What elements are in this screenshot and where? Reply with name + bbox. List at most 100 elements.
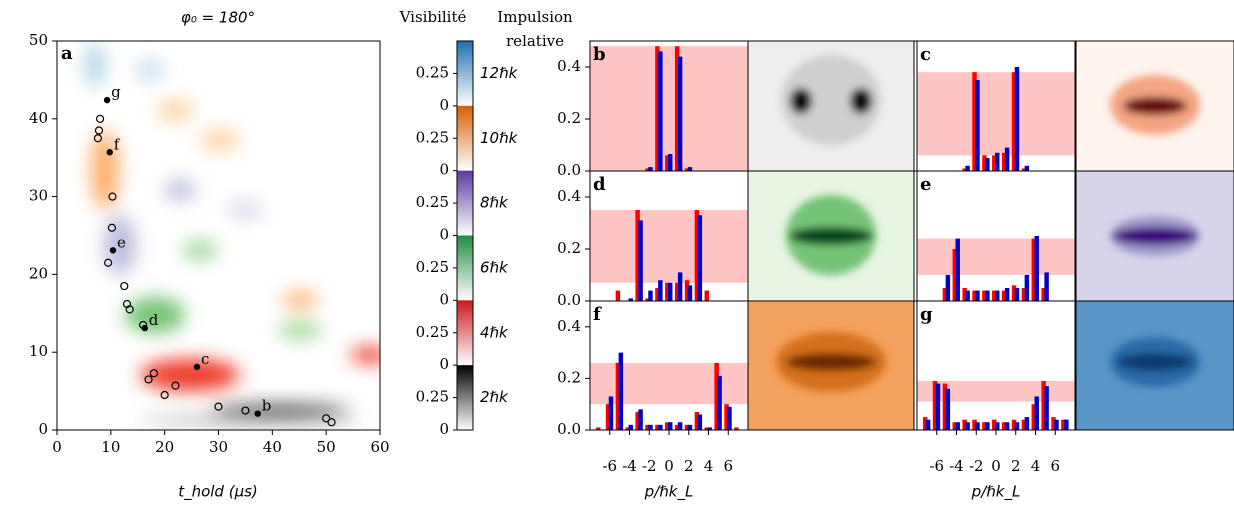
bar xyxy=(677,422,683,430)
bar xyxy=(645,424,650,430)
data-point xyxy=(95,114,105,123)
bar xyxy=(985,422,990,430)
bar xyxy=(965,165,970,171)
bar xyxy=(962,168,967,171)
bar xyxy=(694,411,700,430)
bar xyxy=(1024,275,1030,301)
bar xyxy=(952,249,957,301)
bar xyxy=(608,396,614,430)
data-point xyxy=(93,134,103,143)
bar xyxy=(628,424,633,430)
bar xyxy=(687,167,693,171)
data-point xyxy=(94,126,104,135)
chart-title: φ₀ = 180° xyxy=(181,9,255,27)
bar xyxy=(635,411,640,430)
x-tick-label: -2 xyxy=(642,457,657,475)
bar xyxy=(684,280,690,301)
bar xyxy=(615,290,621,301)
colorbar-tick-label: 0 xyxy=(439,96,449,114)
bar xyxy=(704,290,709,301)
bar xyxy=(942,288,948,301)
colorbar-segment-label: 2ℏk xyxy=(480,388,509,406)
bar xyxy=(1041,288,1046,301)
bar xyxy=(962,419,967,430)
bar xyxy=(1011,285,1017,301)
point-label: f xyxy=(114,135,121,153)
colorbar-tick-label: 0.25 xyxy=(416,63,449,81)
bar xyxy=(697,414,703,430)
x-tick-label: 2 xyxy=(1011,457,1021,475)
data-point xyxy=(107,223,117,232)
bar xyxy=(995,422,1000,430)
bar xyxy=(975,422,980,430)
bar xyxy=(992,419,997,430)
bar xyxy=(648,424,653,430)
colorbar-frame xyxy=(456,40,474,431)
bar xyxy=(1031,238,1036,301)
heatmap xyxy=(85,43,380,423)
bar xyxy=(972,72,977,171)
colorbar-tick-label: 0.25 xyxy=(416,258,449,276)
colorbar-tick-label: 0 xyxy=(439,355,449,373)
bar xyxy=(724,404,729,430)
bar xyxy=(694,210,700,301)
data-point xyxy=(139,320,148,330)
bar xyxy=(1034,396,1039,430)
data-point xyxy=(104,258,113,267)
x-tick-label: 0 xyxy=(991,457,1001,475)
panel-label: b xyxy=(593,44,606,65)
band xyxy=(590,362,748,405)
y-tick-label: 0.4 xyxy=(557,317,581,335)
bar xyxy=(668,154,673,171)
panel-frame xyxy=(916,300,1076,431)
bar xyxy=(665,422,670,430)
x-axis-label: p/ℏk_L xyxy=(644,483,694,502)
bar xyxy=(658,51,663,171)
bar xyxy=(995,152,1000,171)
bar xyxy=(965,290,970,301)
x-axis-label: t_hold (μs) xyxy=(178,483,258,502)
band xyxy=(917,238,1075,275)
bar xyxy=(635,210,640,301)
bar xyxy=(1001,422,1007,430)
bar xyxy=(684,424,690,430)
bar xyxy=(925,419,931,430)
bar xyxy=(727,406,732,430)
colorbar-segment xyxy=(457,300,473,366)
bar xyxy=(1014,67,1020,171)
bar xyxy=(972,419,977,430)
bar xyxy=(922,417,928,430)
data-point xyxy=(160,390,169,400)
bar xyxy=(665,282,670,301)
bar xyxy=(942,383,948,430)
bar xyxy=(668,282,673,301)
bar xyxy=(945,388,951,430)
data-point xyxy=(254,410,261,417)
y-tick-label: 0.0 xyxy=(557,161,581,179)
x-tick-label: 2 xyxy=(684,457,694,475)
band xyxy=(917,72,1075,156)
bar xyxy=(975,290,980,301)
colorbar-segment-label: 10ℏk xyxy=(480,129,519,147)
panel-label: e xyxy=(920,174,931,195)
bar xyxy=(684,168,690,171)
bar xyxy=(1021,419,1027,430)
bar xyxy=(655,288,660,301)
x-tick-label: -6 xyxy=(602,457,617,475)
y-tick-label: 30 xyxy=(29,187,48,205)
bar xyxy=(595,427,601,430)
bar xyxy=(1014,288,1020,301)
bar xyxy=(1054,419,1059,430)
x-tick-label: -4 xyxy=(949,457,964,475)
bar xyxy=(645,168,650,171)
bar xyxy=(717,375,722,430)
bar xyxy=(1034,236,1039,301)
point-label: g xyxy=(111,83,121,101)
bar xyxy=(952,422,957,430)
bar xyxy=(605,404,611,430)
bar xyxy=(677,272,683,301)
x-tick-label: -4 xyxy=(622,457,637,475)
bar xyxy=(674,46,680,172)
data-point xyxy=(109,247,117,254)
bar xyxy=(985,290,990,301)
